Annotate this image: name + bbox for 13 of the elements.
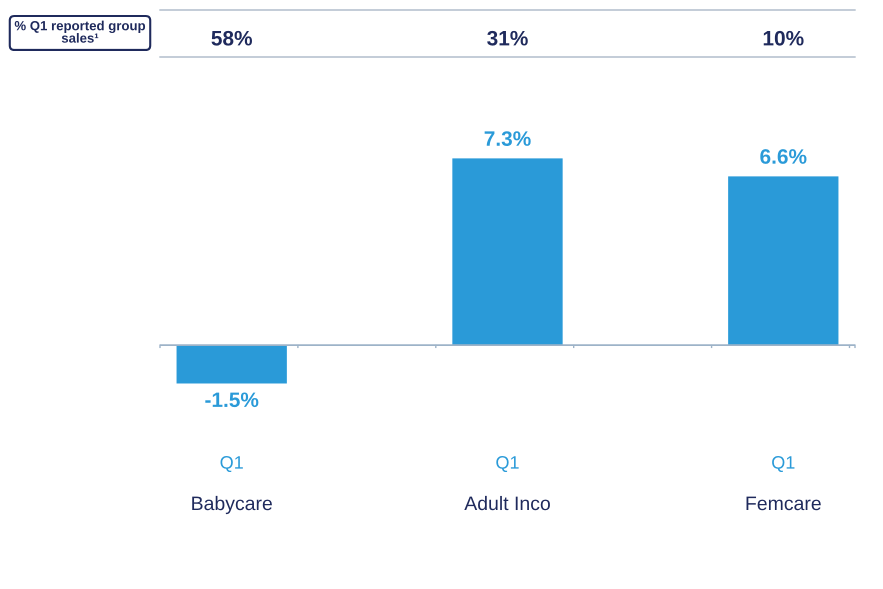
data-label: 7.3% <box>484 131 531 146</box>
text: Femcare <box>746 496 821 510</box>
x-tick-label: Q1 <box>220 456 243 472</box>
x-tick-label: Q1 <box>772 456 794 472</box>
data-label: 6.6% <box>760 149 806 164</box>
text: % Q1 reported group sales¹ <box>14 20 146 43</box>
text: 31% <box>487 30 528 46</box>
text: 10% <box>764 30 804 46</box>
data-label: -1.5% <box>205 392 258 408</box>
text: Adult Inco <box>464 496 550 510</box>
text: 58% <box>212 30 252 46</box>
text: Babycare <box>192 496 272 514</box>
x-tick-label: Q1 <box>496 456 519 472</box>
